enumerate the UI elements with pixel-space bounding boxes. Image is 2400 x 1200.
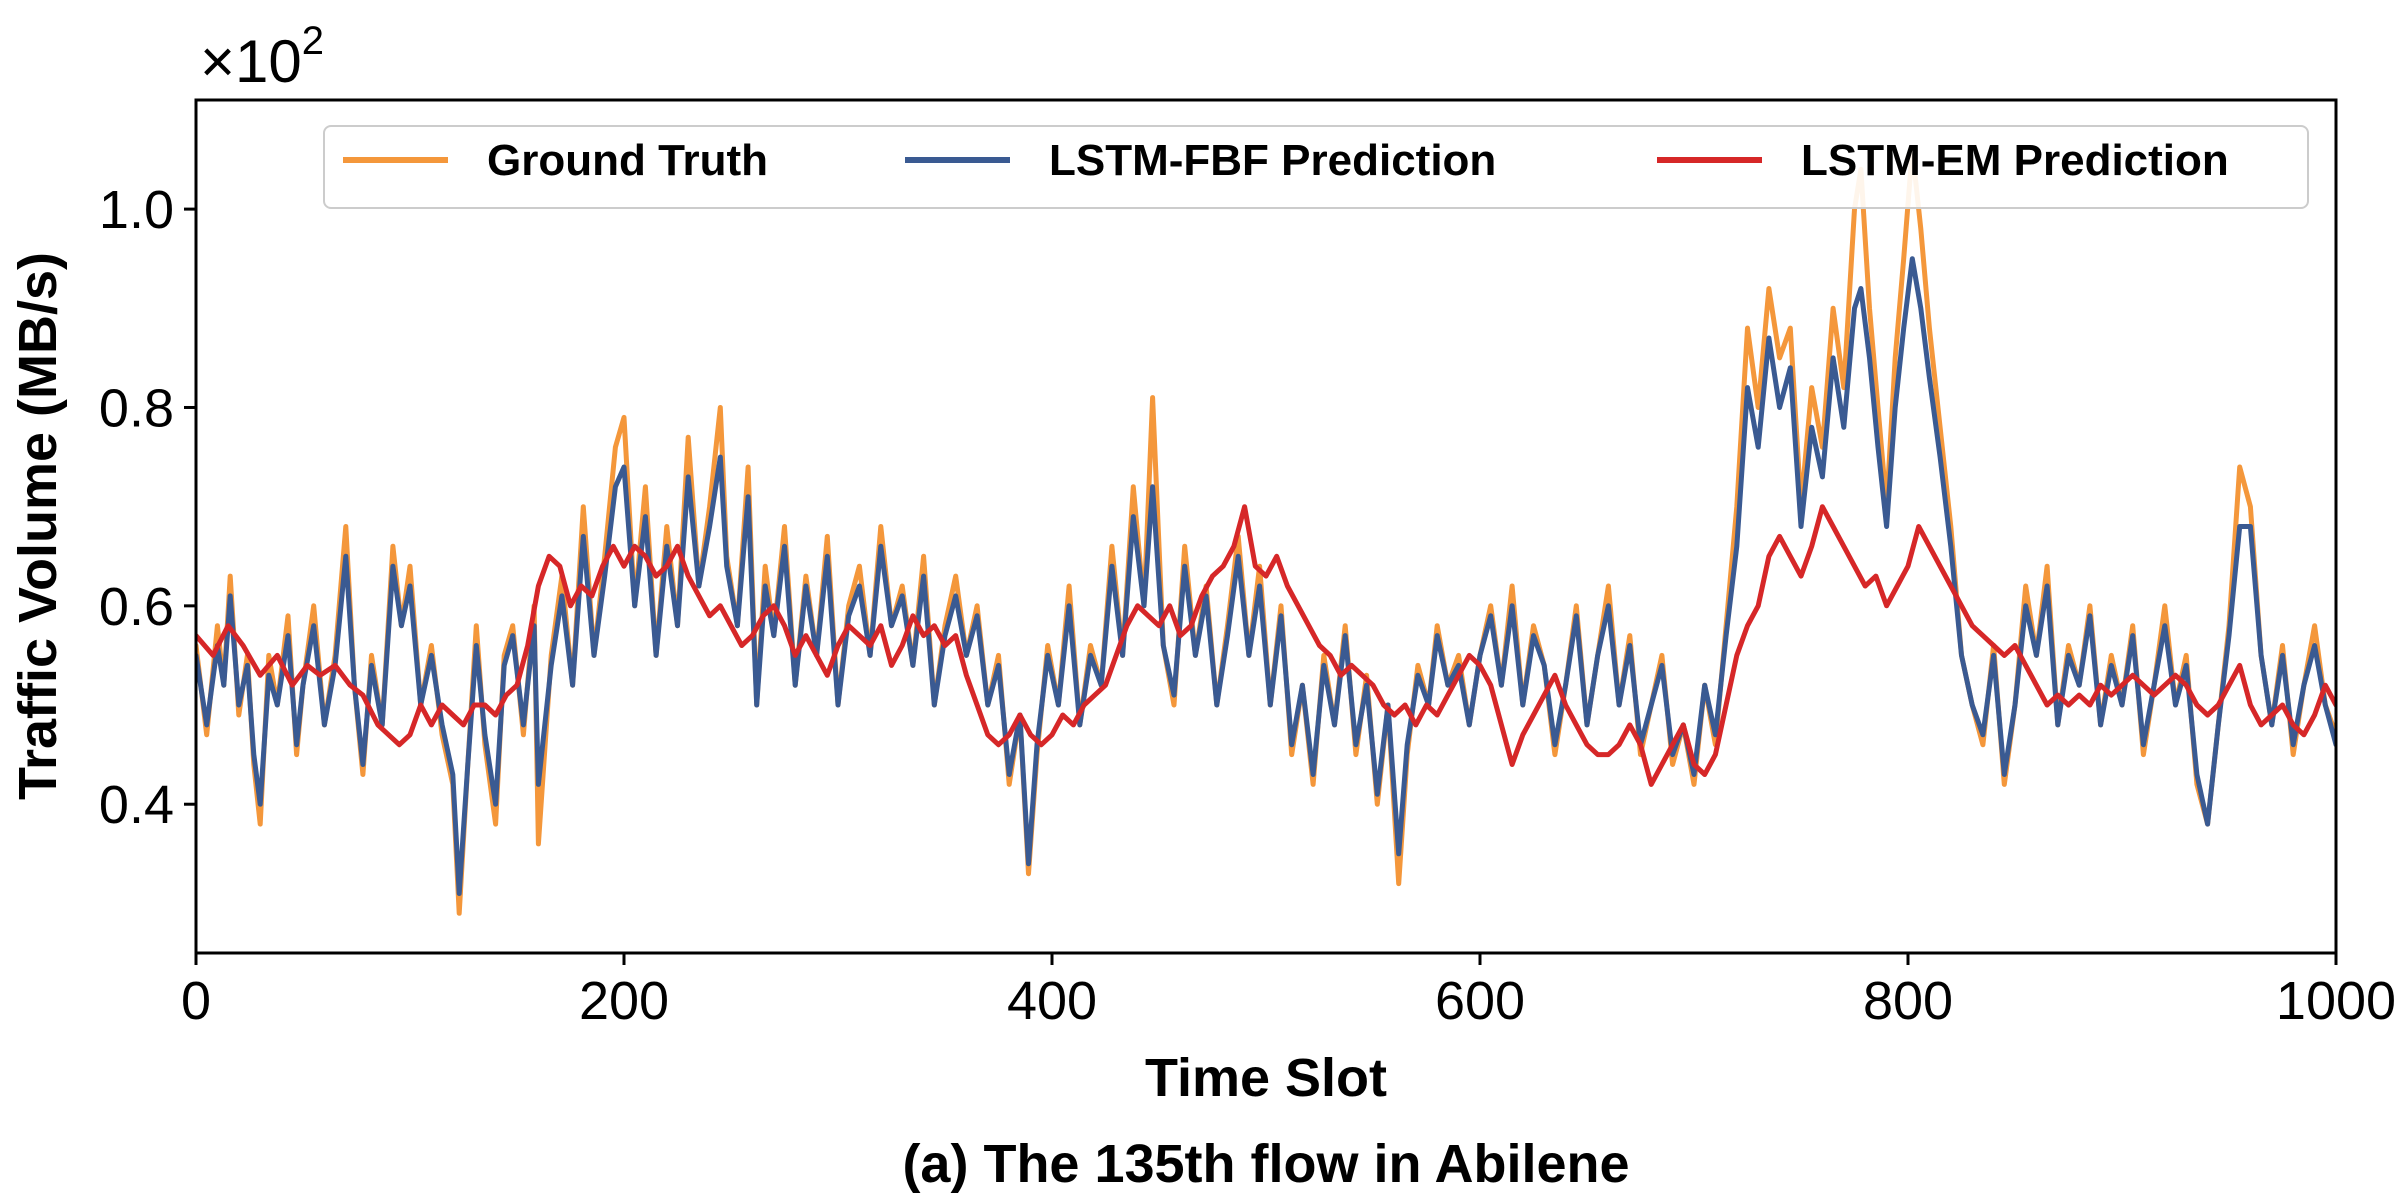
- y-axis-multiplier-exponent: 2: [302, 19, 324, 63]
- legend-item-ground-truth: Ground Truth: [343, 136, 768, 185]
- legend-label-lstm-fbf: LSTM-FBF Prediction: [1049, 136, 1496, 185]
- y-axis-multiplier-base: ×10: [200, 28, 302, 95]
- legend-label-ground-truth: Ground Truth: [487, 136, 768, 185]
- plot-frame: [194, 98, 2338, 955]
- x-tick-label: 400: [1007, 971, 1097, 1031]
- y-tick-label: 1.0: [99, 180, 174, 240]
- series-line-lstm-fbf-prediction: [196, 256, 2336, 896]
- x-tick-label: 200: [579, 971, 669, 1031]
- x-axis: 0 200 400 600 800 1000: [181, 953, 2396, 1031]
- x-axis-label: Time Slot: [1145, 1048, 1387, 1108]
- y-axis-label: Traffic Volume (MB/s): [8, 252, 68, 800]
- y-tick-label: 0.6: [99, 577, 174, 637]
- series-line-lstm-em-prediction: [196, 504, 2336, 787]
- y-axis-multiplier: ×102: [200, 19, 324, 95]
- y-tick-label: 0.4: [99, 775, 174, 835]
- x-tick-label: 0: [181, 971, 211, 1031]
- y-tick-label: 0.8: [99, 378, 174, 438]
- x-tick-label: 1000: [2276, 971, 2396, 1031]
- figure-caption: (a) The 135th flow in Abilene: [902, 1134, 1629, 1194]
- series-layer: [196, 147, 2336, 916]
- legend-item-lstm-em: LSTM-EM Prediction: [1657, 136, 2229, 185]
- x-tick-label: 800: [1863, 971, 1953, 1031]
- legend-box: [323, 125, 2309, 209]
- x-tick-label: 600: [1435, 971, 1525, 1031]
- legend-item-lstm-fbf: LSTM-FBF Prediction: [905, 136, 1496, 185]
- y-axis: 0.4 0.6 0.8 1.0: [99, 180, 196, 835]
- legend-label-lstm-em: LSTM-EM Prediction: [1801, 136, 2229, 185]
- legend: Ground Truth LSTM-FBF Prediction LSTM-EM…: [323, 125, 2309, 209]
